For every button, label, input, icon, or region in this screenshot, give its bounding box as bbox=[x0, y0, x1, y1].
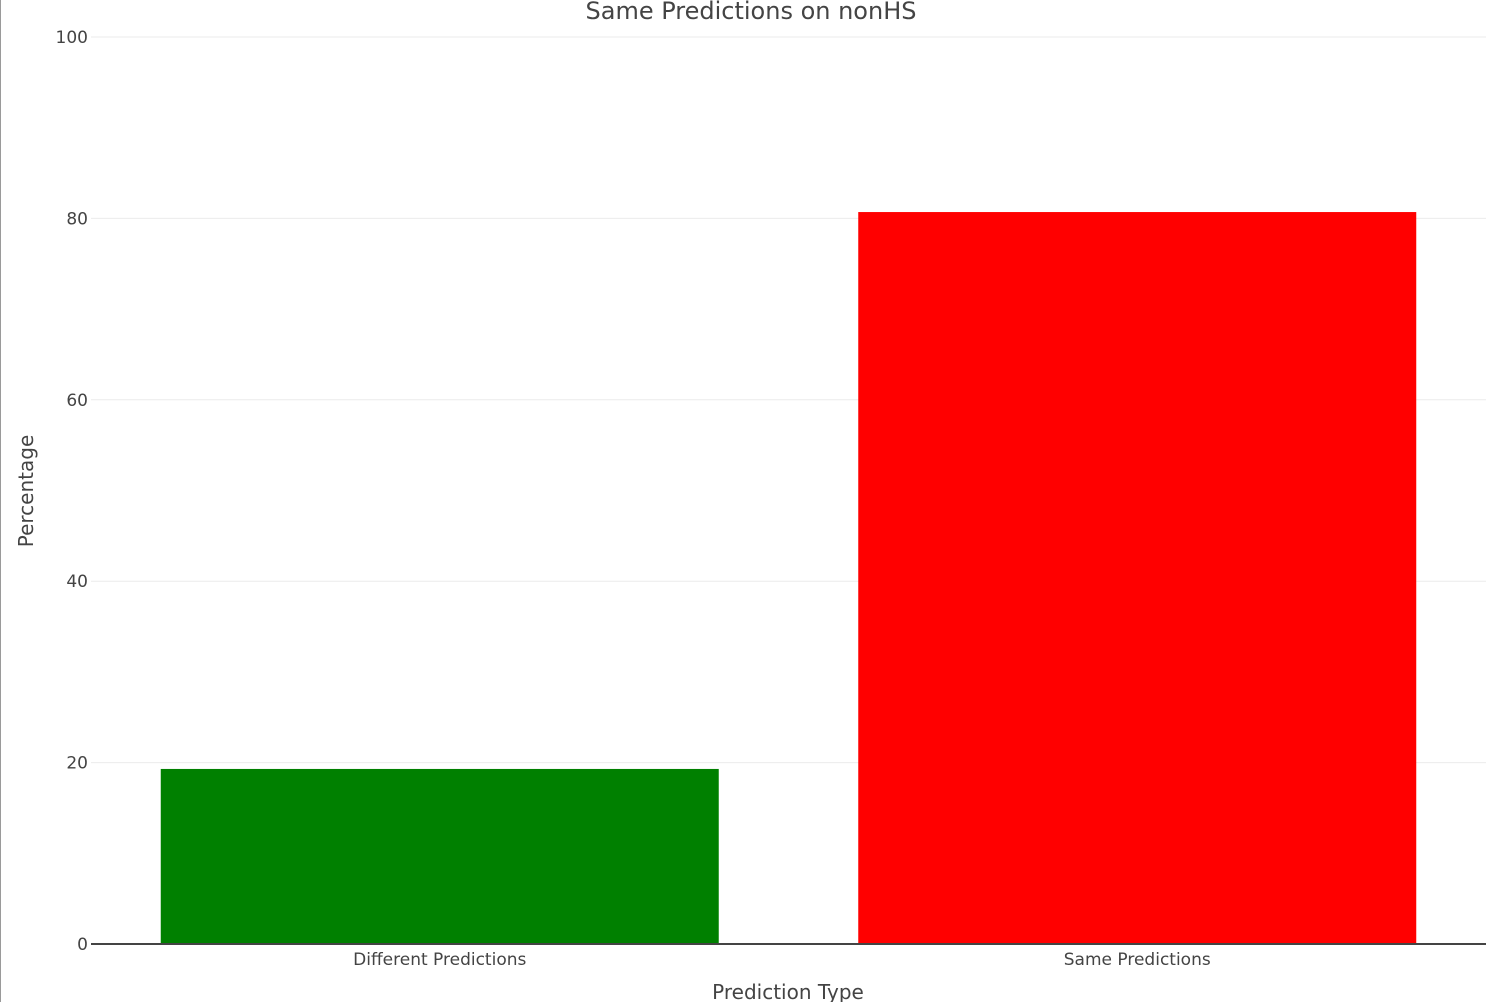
x-axis-title: Prediction Type bbox=[712, 980, 864, 1002]
y-tick-label: 60 bbox=[66, 391, 88, 411]
y-tick-label: 100 bbox=[56, 28, 88, 48]
y-tick-label: 40 bbox=[66, 572, 88, 592]
bars bbox=[160, 212, 1417, 944]
bar[interactable] bbox=[858, 212, 1417, 944]
y-tick-label: 80 bbox=[66, 209, 88, 229]
y-tick-label: 0 bbox=[77, 935, 88, 955]
bar[interactable] bbox=[160, 768, 719, 944]
x-tick-label: Different Predictions bbox=[353, 950, 526, 970]
y-axis-title: Percentage bbox=[14, 435, 38, 548]
chart-title: Same Predictions on nonHS bbox=[586, 0, 917, 25]
left-border bbox=[0, 0, 1, 1002]
x-tick-label: Same Predictions bbox=[1064, 950, 1211, 970]
y-tick-labels: 0 20 40 60 80 100 bbox=[56, 28, 88, 955]
x-tick-labels: Different Predictions Same Predictions bbox=[353, 950, 1211, 970]
y-tick-label: 20 bbox=[66, 754, 88, 774]
